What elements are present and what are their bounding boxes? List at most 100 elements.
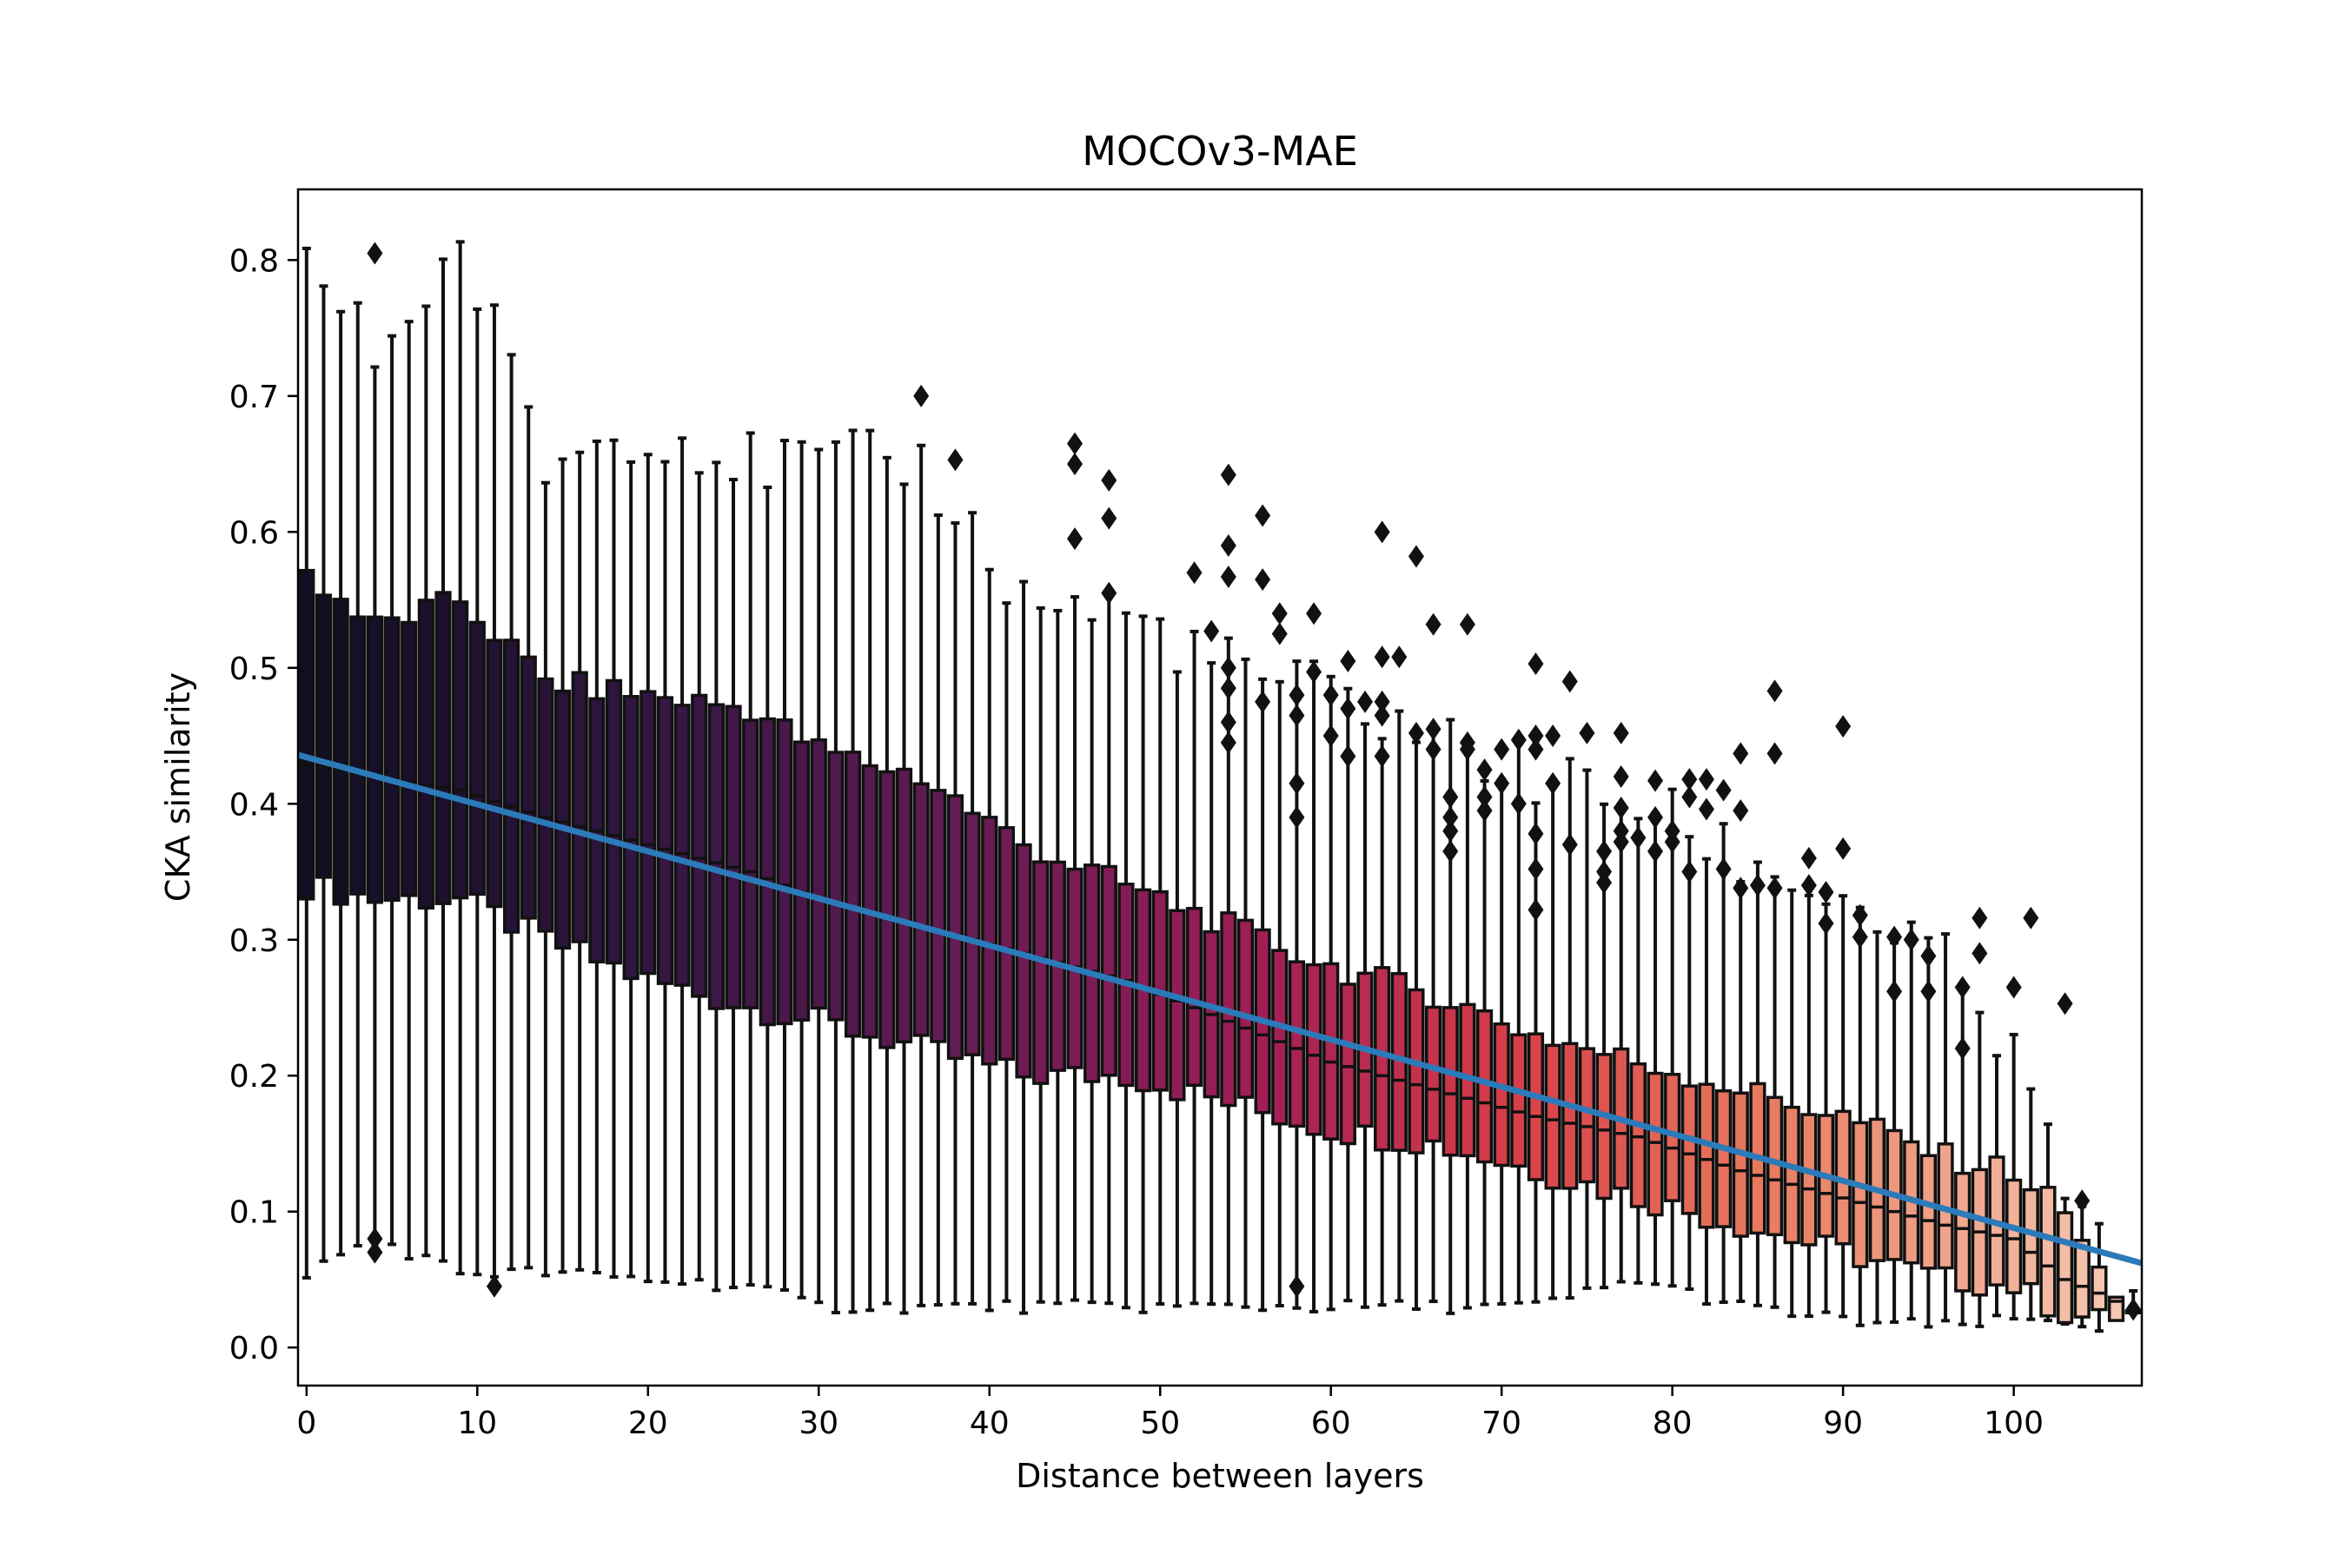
x-tick-label: 20 — [628, 1406, 668, 1441]
outlier-85 — [1647, 805, 1664, 829]
box-38 — [946, 521, 964, 1306]
box-body — [1100, 864, 1117, 1077]
box-8 — [434, 257, 452, 1263]
x-tick-label: 40 — [970, 1406, 1010, 1441]
box-body — [366, 615, 384, 904]
outlier-33 — [1322, 684, 1339, 707]
outlier-112 — [1886, 980, 1903, 1003]
x-tick-label: 0 — [296, 1406, 316, 1441]
box-97 — [1954, 984, 1972, 1327]
box-82 — [1698, 857, 1715, 1307]
x-axis-label: Distance between layers — [1016, 1457, 1424, 1495]
box-body — [1339, 982, 1356, 1146]
outlier-84 — [1647, 769, 1664, 792]
outlier-10 — [1101, 506, 1117, 530]
box-70 — [1493, 777, 1510, 1307]
box-42 — [1015, 579, 1032, 1315]
box-31 — [827, 440, 845, 1314]
box-body — [605, 678, 623, 965]
outlier-107 — [1835, 715, 1852, 738]
outlier-73 — [1561, 833, 1578, 857]
outlier-12 — [1186, 561, 1203, 585]
outlier-5 — [947, 448, 964, 472]
box-56 — [1254, 677, 1271, 1313]
box-body — [656, 696, 674, 985]
box-body — [1015, 843, 1032, 1079]
box-34 — [878, 455, 896, 1306]
box-30 — [810, 447, 827, 1305]
box-23 — [691, 471, 708, 1282]
outlier-64 — [1528, 652, 1544, 676]
outlier-78 — [1613, 721, 1629, 744]
box-83 — [1715, 822, 1733, 1305]
box-body — [2091, 1265, 2108, 1312]
box-body — [1919, 1154, 1938, 1270]
box-21 — [656, 460, 674, 1284]
box-12 — [502, 353, 520, 1272]
box-41 — [997, 601, 1016, 1303]
box-46 — [1084, 618, 1101, 1305]
outlier-72 — [1561, 670, 1578, 693]
outlier-77 — [1596, 871, 1613, 895]
box-body — [332, 598, 349, 906]
outlier-92 — [1698, 768, 1714, 791]
box-103 — [2056, 1196, 2074, 1327]
box-body — [1732, 1091, 1749, 1238]
outlier-3 — [486, 1274, 502, 1298]
outlier-13 — [1203, 619, 1220, 643]
fit-line-layer — [297, 751, 2143, 1267]
outlier-123 — [2074, 1189, 2091, 1213]
box-90 — [1834, 894, 1852, 1319]
outlier-109 — [1852, 903, 1868, 927]
box-52 — [1185, 629, 1203, 1306]
box-body — [1561, 1042, 1579, 1190]
outlier-20 — [1220, 731, 1236, 754]
box-73 — [1544, 780, 1561, 1300]
box-18 — [605, 438, 623, 1279]
box-body — [707, 703, 725, 1010]
outlier-58 — [1476, 785, 1493, 809]
box-105 — [2091, 1221, 2108, 1333]
outlier-47 — [1425, 612, 1441, 636]
chart-title: MOCOv3-MAE — [1082, 128, 1358, 175]
box-body — [434, 591, 452, 905]
outlier-24 — [1271, 602, 1288, 625]
box-body — [553, 689, 572, 950]
outlier-52 — [1442, 819, 1459, 843]
box-body — [1185, 906, 1203, 1088]
outlier-57 — [1476, 758, 1493, 782]
plot-frame — [296, 188, 2144, 1387]
box-4 — [366, 365, 384, 1241]
outlier-1 — [367, 1227, 383, 1251]
outlier-103 — [1800, 846, 1817, 870]
box-48 — [1117, 611, 1135, 1310]
outlier-4 — [913, 384, 930, 407]
outlier-49 — [1425, 738, 1441, 761]
box-body — [1493, 1022, 1510, 1168]
box-body — [1595, 1053, 1613, 1201]
outlier-51 — [1442, 805, 1459, 829]
box-body — [1424, 1005, 1442, 1143]
outlier-117 — [1954, 1036, 1971, 1060]
outlier-37 — [1340, 744, 1356, 768]
outlier-62 — [1510, 728, 1527, 751]
box-58 — [1288, 659, 1306, 1310]
y-tick-label: 0.1 — [229, 1195, 279, 1231]
boxes-layer — [298, 240, 2142, 1333]
box-body — [759, 717, 776, 1027]
box-body — [946, 794, 964, 1061]
box-0 — [298, 246, 315, 1280]
box-22 — [673, 436, 691, 1287]
box-44 — [1049, 608, 1066, 1306]
outlier-82 — [1613, 830, 1629, 854]
outlier-15 — [1220, 533, 1236, 557]
y-tick-label: 0.3 — [229, 923, 279, 959]
outlier-94 — [1715, 778, 1732, 802]
box-body — [640, 690, 657, 976]
box-14 — [537, 480, 554, 1278]
x-tick-label: 10 — [457, 1406, 497, 1441]
box-39 — [964, 511, 981, 1306]
box-43 — [1032, 605, 1050, 1304]
